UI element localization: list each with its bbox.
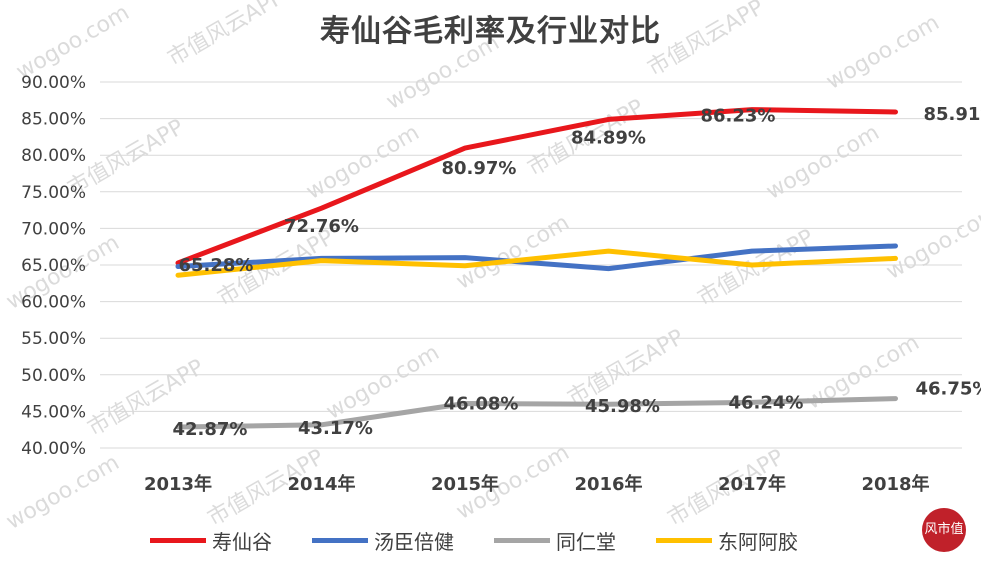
- y-tick-label: 70.00%: [21, 219, 86, 239]
- y-tick-label: 75.00%: [21, 183, 86, 203]
- legend-swatch: [312, 537, 368, 543]
- x-tick-label: 2013年: [144, 473, 212, 495]
- data-label: 65.28%: [179, 255, 254, 276]
- legend-label: 汤臣倍健: [374, 529, 454, 554]
- data-label: 43.17%: [298, 418, 373, 439]
- series-line-东阿阿胶: [175, 248, 898, 278]
- legend-label: 同仁堂: [556, 529, 616, 554]
- legend-item: 同仁堂: [494, 526, 616, 555]
- data-label: 85.91%: [924, 104, 981, 125]
- data-label: 42.87%: [173, 419, 248, 440]
- legend: 寿仙谷 汤臣倍健 同仁堂 东阿阿胶: [150, 523, 838, 557]
- x-tick-label: 2018年: [861, 473, 929, 495]
- series-line-寿仙谷: [175, 107, 898, 266]
- legend-swatch: [656, 537, 712, 543]
- y-tick-label: 45.00%: [21, 402, 86, 422]
- data-label: 72.76%: [284, 216, 359, 237]
- data-label: 46.75%: [916, 379, 981, 400]
- data-label: 45.98%: [585, 396, 660, 417]
- legend-item: 寿仙谷: [150, 526, 272, 555]
- series-line-汤臣倍健: [175, 243, 898, 272]
- data-label: 46.24%: [729, 392, 804, 413]
- legend-item: 汤臣倍健: [312, 526, 454, 555]
- brand-logo: 风市值: [922, 508, 966, 552]
- data-label: 80.97%: [442, 158, 517, 179]
- x-tick-label: 2017年: [718, 473, 786, 495]
- y-tick-label: 55.00%: [21, 329, 86, 349]
- data-label: 86.23%: [701, 106, 776, 127]
- legend-label: 东阿阿胶: [718, 529, 798, 554]
- legend-swatch: [150, 537, 206, 543]
- x-tick-label: 2015年: [431, 473, 499, 495]
- chart-title: 寿仙谷毛利率及行业对比: [320, 14, 661, 49]
- legend-swatch: [494, 537, 550, 543]
- y-tick-label: 40.00%: [21, 439, 86, 459]
- y-tick-label: 50.00%: [21, 366, 86, 386]
- y-tick-label: 60.00%: [21, 293, 86, 313]
- legend-item: 东阿阿胶: [656, 526, 798, 555]
- x-tick-label: 2016年: [574, 473, 642, 495]
- y-tick-label: 80.00%: [21, 146, 86, 166]
- x-tick-label: 2014年: [287, 473, 355, 495]
- data-label: 46.08%: [444, 393, 519, 414]
- y-tick-label: 90.00%: [21, 73, 86, 93]
- y-tick-label: 85.00%: [21, 110, 86, 130]
- series-line-同仁堂: [175, 396, 898, 430]
- legend-label: 寿仙谷: [212, 529, 272, 554]
- y-tick-label: 65.00%: [21, 256, 86, 276]
- data-label: 84.89%: [571, 127, 646, 148]
